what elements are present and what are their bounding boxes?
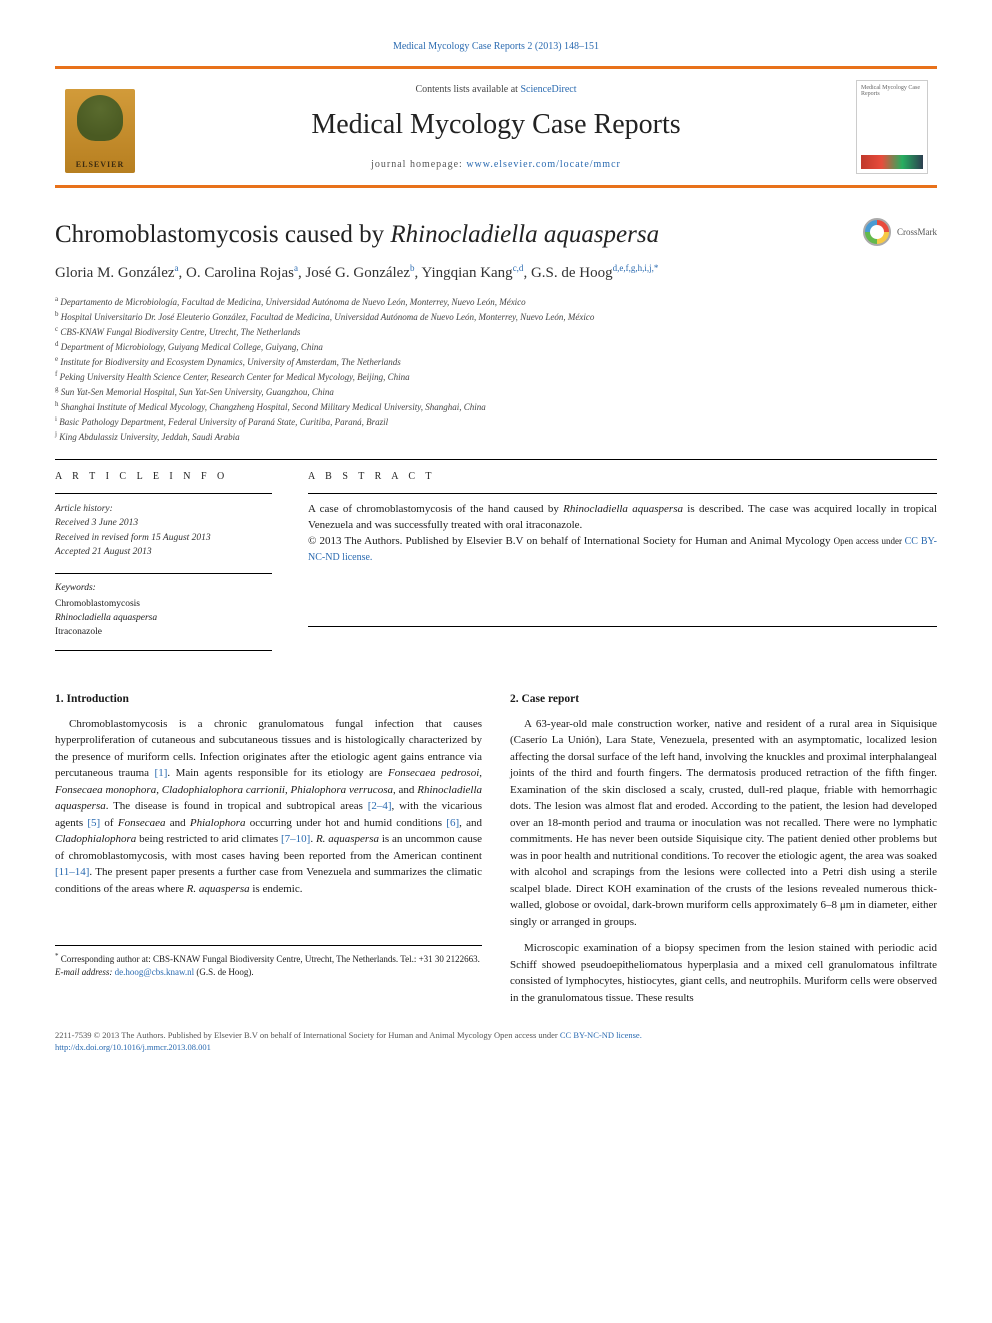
info-abstract-row: A R T I C L E I N F O Article history: R… <box>55 459 937 669</box>
abstract-species: Rhinocladiella aquaspersa <box>563 503 683 515</box>
homepage-link[interactable]: www.elsevier.com/locate/mmcr <box>466 159 621 170</box>
doi-link[interactable]: http://dx.doi.org/10.1016/j.mmcr.2013.08… <box>55 1042 211 1052</box>
footer-bar: 2211-7539 © 2013 The Authors. Published … <box>55 1030 937 1054</box>
abstract-body: A case of chromoblastomycosis of the han… <box>308 502 937 566</box>
contents-line: Contents lists available at ScienceDirec… <box>155 83 837 97</box>
email-label: E-mail address: <box>55 967 115 977</box>
footnotes: * Corresponding author at: CBS-KNAW Fung… <box>55 945 482 978</box>
affiliation-item: h Shanghai Institute of Medical Mycology… <box>55 399 937 414</box>
column-left: 1. Introduction Chromoblastomycosis is a… <box>55 691 482 1017</box>
affiliation-item: g Sun Yat-Sen Memorial Hospital, Sun Yat… <box>55 384 937 399</box>
article-history: Article history: Received 3 June 2013 Re… <box>55 502 272 559</box>
intro-paragraph-1: Chromoblastomycosis is a chronic granulo… <box>55 716 482 898</box>
elsevier-logo: ELSEVIER <box>65 89 135 173</box>
body-columns: 1. Introduction Chromoblastomycosis is a… <box>55 691 937 1017</box>
affiliation-item: b Hospital Universitario Dr. José Eleute… <box>55 309 937 324</box>
abstract: A B S T R A C T A case of chromoblastomy… <box>290 460 937 669</box>
affiliation-item: a Departamento de Microbiología, Faculta… <box>55 294 937 309</box>
abstract-openaccess: Open access under <box>834 536 905 546</box>
keyword-item: Itraconazole <box>55 625 272 639</box>
abstract-heading: A B S T R A C T <box>308 470 937 484</box>
publisher-logo-wrap: ELSEVIER <box>55 77 145 178</box>
crossmark-icon <box>863 218 891 246</box>
article-title-species: Rhinocladiella aquaspersa <box>390 221 659 248</box>
journal-header: ELSEVIER Contents lists available at Sci… <box>55 66 937 189</box>
keywords-label: Keywords: <box>55 582 272 595</box>
article-title: Chromoblastomycosis caused by Rhinocladi… <box>55 218 937 252</box>
abstract-text-pre: A case of chromoblastomycosis of the han… <box>308 503 563 515</box>
abstract-copyright: © 2013 The Authors. Published by Elsevie… <box>308 535 834 547</box>
crossmark-label: CrossMark <box>897 226 937 238</box>
issn-line: 2211-7539 © 2013 The Authors. Published … <box>55 1030 494 1040</box>
divider <box>308 626 937 627</box>
history-label: Article history: <box>55 502 272 516</box>
case-paragraph-2: Microscopic examination of a biopsy spec… <box>510 940 937 1006</box>
running-head-link[interactable]: Medical Mycology Case Reports 2 (2013) 1… <box>393 41 599 52</box>
divider <box>308 493 937 494</box>
corresponding-author-note: * Corresponding author at: CBS-KNAW Fung… <box>55 952 482 966</box>
sciencedirect-link[interactable]: ScienceDirect <box>520 84 576 95</box>
cover-thumb-wrap: Medical Mycology Case Reports <box>847 77 937 178</box>
crossmark-badge-wrap[interactable]: CrossMark <box>863 218 937 246</box>
case-paragraph-1: A 63-year-old male construction worker, … <box>510 716 937 931</box>
affiliation-item: j King Abdulassiz University, Jeddah, Sa… <box>55 429 937 444</box>
section-heading-intro: 1. Introduction <box>55 691 482 708</box>
article-head: CrossMark Chromoblastomycosis caused by … <box>55 218 937 444</box>
article-title-text: Chromoblastomycosis caused by <box>55 221 390 248</box>
column-right: 2. Case report A 63-year-old male constr… <box>510 691 937 1017</box>
author-list: Gloria M. Gonzáleza, O. Carolina Rojasa,… <box>55 262 937 284</box>
keyword-item: Rhinocladiella aquaspersa <box>55 611 272 625</box>
keywords-list: ChromoblastomycosisRhinocladiella aquasp… <box>55 597 272 640</box>
cover-thumb-title: Medical Mycology Case Reports <box>861 85 923 98</box>
affiliation-item: d Department of Microbiology, Guiyang Me… <box>55 339 937 354</box>
homepage-prefix: journal homepage: <box>371 159 466 170</box>
footer-license-link[interactable]: CC BY-NC-ND license. <box>560 1030 642 1040</box>
footer-openaccess: Open access under <box>494 1030 560 1040</box>
homepage-line: journal homepage: www.elsevier.com/locat… <box>155 158 837 172</box>
affiliation-item: e Institute for Biodiversity and Ecosyst… <box>55 354 937 369</box>
email-who: (G.S. de Hoog). <box>194 967 254 977</box>
affiliation-list: a Departamento de Microbiología, Faculta… <box>55 294 937 444</box>
cover-thumb-band <box>861 155 923 169</box>
history-accepted: Accepted 21 August 2013 <box>55 545 272 559</box>
history-revised: Received in revised form 15 August 2013 <box>55 531 272 545</box>
email-line: E-mail address: de.hoog@cbs.knaw.nl (G.S… <box>55 966 482 979</box>
elsevier-logo-label: ELSEVIER <box>76 160 124 174</box>
journal-cover-thumb: Medical Mycology Case Reports <box>856 80 928 174</box>
keywords-block: Keywords: ChromoblastomycosisRhinocladie… <box>55 582 272 640</box>
header-center: Contents lists available at ScienceDirec… <box>145 77 847 178</box>
affiliation-item: f Peking University Health Science Cente… <box>55 369 937 384</box>
section-heading-case: 2. Case report <box>510 691 937 708</box>
divider <box>55 573 272 574</box>
asterisk-icon: * <box>55 952 59 960</box>
divider <box>55 493 272 494</box>
divider <box>55 650 272 651</box>
history-received: Received 3 June 2013 <box>55 516 272 530</box>
corr-text: Corresponding author at: CBS-KNAW Fungal… <box>61 954 480 964</box>
affiliation-item: i Basic Pathology Department, Federal Un… <box>55 414 937 429</box>
journal-name: Medical Mycology Case Reports <box>155 106 837 144</box>
affiliation-item: c CBS-KNAW Fungal Biodiversity Centre, U… <box>55 324 937 339</box>
article-info-heading: A R T I C L E I N F O <box>55 470 272 484</box>
article-info: A R T I C L E I N F O Article history: R… <box>55 460 290 669</box>
email-link[interactable]: de.hoog@cbs.knaw.nl <box>115 967 194 977</box>
page-root: Medical Mycology Case Reports 2 (2013) 1… <box>0 0 992 1084</box>
running-head: Medical Mycology Case Reports 2 (2013) 1… <box>55 40 937 54</box>
keyword-item: Chromoblastomycosis <box>55 597 272 611</box>
contents-prefix: Contents lists available at <box>415 84 520 95</box>
